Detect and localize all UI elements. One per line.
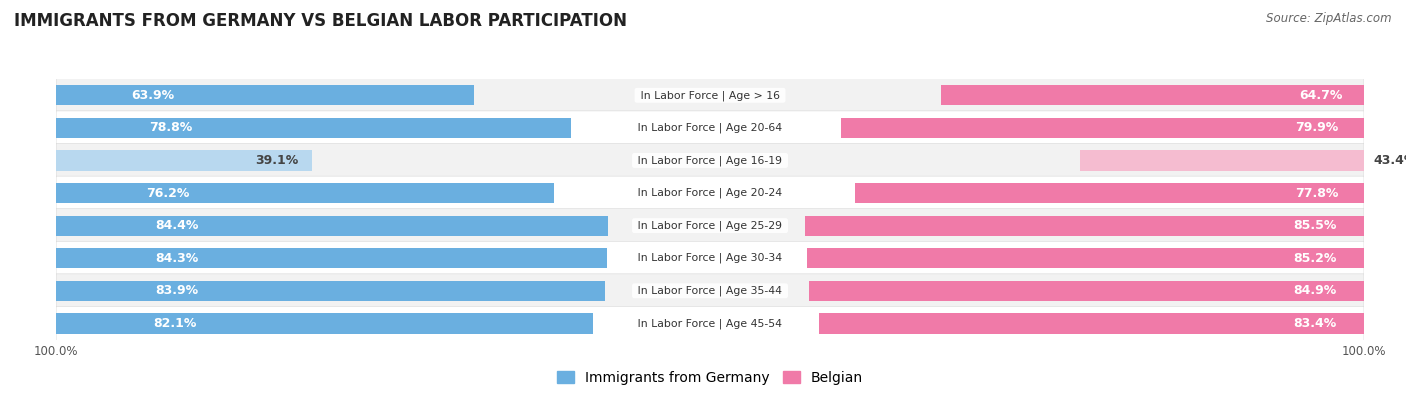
Text: 78.8%: 78.8%: [149, 121, 193, 134]
Text: 39.1%: 39.1%: [256, 154, 299, 167]
Text: 76.2%: 76.2%: [146, 186, 190, 199]
Text: IMMIGRANTS FROM GERMANY VS BELGIAN LABOR PARTICIPATION: IMMIGRANTS FROM GERMANY VS BELGIAN LABOR…: [14, 12, 627, 30]
Text: 84.3%: 84.3%: [156, 252, 198, 265]
Bar: [56, 183, 554, 203]
Bar: [56, 248, 607, 268]
Text: 43.4%: 43.4%: [1374, 154, 1406, 167]
Text: In Labor Force | Age > 16: In Labor Force | Age > 16: [637, 90, 783, 101]
FancyBboxPatch shape: [56, 274, 1364, 308]
Text: 85.5%: 85.5%: [1294, 219, 1336, 232]
Bar: [808, 281, 1364, 301]
Text: In Labor Force | Age 20-24: In Labor Force | Age 20-24: [634, 188, 786, 198]
Bar: [56, 118, 571, 138]
Text: 82.1%: 82.1%: [153, 317, 197, 330]
FancyBboxPatch shape: [56, 78, 1364, 112]
Text: In Labor Force | Age 45-54: In Labor Force | Age 45-54: [634, 318, 786, 329]
FancyBboxPatch shape: [56, 209, 1364, 243]
Text: 85.2%: 85.2%: [1294, 252, 1336, 265]
Bar: [807, 248, 1364, 268]
Text: 83.4%: 83.4%: [1294, 317, 1337, 330]
Text: 64.7%: 64.7%: [1299, 89, 1343, 102]
Text: In Labor Force | Age 20-64: In Labor Force | Age 20-64: [634, 122, 786, 133]
Bar: [56, 150, 312, 171]
Text: 83.9%: 83.9%: [155, 284, 198, 297]
Bar: [804, 216, 1364, 236]
Bar: [56, 216, 607, 236]
Bar: [56, 281, 605, 301]
Bar: [56, 85, 474, 105]
FancyBboxPatch shape: [56, 176, 1364, 210]
Bar: [855, 183, 1364, 203]
FancyBboxPatch shape: [56, 307, 1364, 340]
Text: Source: ZipAtlas.com: Source: ZipAtlas.com: [1267, 12, 1392, 25]
Bar: [56, 313, 593, 333]
Legend: Immigrants from Germany, Belgian: Immigrants from Germany, Belgian: [551, 365, 869, 390]
FancyBboxPatch shape: [56, 241, 1364, 275]
Text: In Labor Force | Age 25-29: In Labor Force | Age 25-29: [634, 220, 786, 231]
Text: 63.9%: 63.9%: [131, 89, 174, 102]
FancyBboxPatch shape: [56, 143, 1364, 177]
Text: 77.8%: 77.8%: [1295, 186, 1339, 199]
Bar: [1080, 150, 1364, 171]
Text: 84.4%: 84.4%: [156, 219, 198, 232]
Text: 79.9%: 79.9%: [1295, 121, 1339, 134]
Text: In Labor Force | Age 30-34: In Labor Force | Age 30-34: [634, 253, 786, 263]
FancyBboxPatch shape: [56, 111, 1364, 145]
Text: In Labor Force | Age 35-44: In Labor Force | Age 35-44: [634, 286, 786, 296]
Bar: [941, 85, 1364, 105]
Bar: [841, 118, 1364, 138]
Bar: [818, 313, 1364, 333]
Text: 84.9%: 84.9%: [1294, 284, 1336, 297]
Text: In Labor Force | Age 16-19: In Labor Force | Age 16-19: [634, 155, 786, 166]
